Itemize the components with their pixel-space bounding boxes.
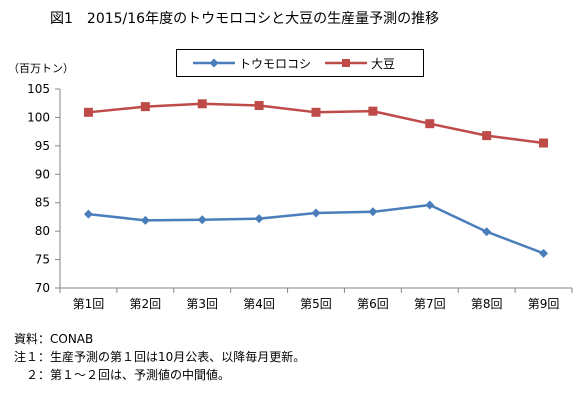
x-tick-label: 第5回	[300, 297, 332, 311]
data-point-corn	[254, 214, 264, 224]
source-note: 資料：CONAB	[14, 332, 94, 346]
y-tick-label: 105	[27, 82, 50, 96]
x-tick-label: 第2回	[130, 297, 162, 311]
chart-notes: 資料：CONAB 注１：生産予測の第１回は10月公表、以降毎月更新。 ２：第１～…	[14, 330, 305, 384]
data-point-corn	[197, 215, 207, 225]
data-point-corn	[311, 208, 321, 218]
legend-label-soy: 大豆	[371, 56, 396, 71]
data-point-soy	[83, 107, 93, 117]
data-point-soy	[311, 107, 321, 117]
data-point-soy	[197, 99, 207, 109]
data-point-corn	[140, 215, 150, 225]
data-point-soy	[425, 119, 435, 129]
legend-item-soy: 大豆	[323, 54, 395, 72]
legend-item-corn: トウモロコシ	[191, 54, 311, 72]
soy-legend-marker-icon	[325, 59, 367, 67]
footnote-1: 注１：生産予測の第１回は10月公表、以降毎月更新。	[14, 350, 306, 364]
data-point-soy	[254, 100, 264, 110]
corn-legend-marker-icon	[193, 58, 235, 68]
y-tick-label: 70	[35, 281, 50, 295]
data-point-soy	[482, 131, 492, 141]
legend-label-corn: トウモロコシ	[239, 56, 312, 71]
data-point-soy	[539, 138, 549, 148]
data-point-corn	[368, 207, 378, 217]
chart-title: 図1 2015/16年度のトウモロコシと大豆の生産量予測の推移	[50, 11, 440, 27]
y-tick-label: 85	[35, 196, 50, 210]
chart-legend: トウモロコシ 大豆	[176, 49, 424, 77]
x-tick-label: 第4回	[243, 297, 275, 311]
data-point-corn	[83, 209, 93, 219]
y-tick-label: 75	[35, 253, 50, 267]
data-point-corn	[425, 200, 435, 210]
x-tick-label: 第1回	[73, 297, 105, 311]
data-point-corn	[539, 248, 549, 258]
x-tick-label: 第3回	[186, 297, 218, 311]
y-tick-label: 90	[35, 167, 50, 181]
y-tick-label: 80	[35, 224, 50, 238]
y-tick-label: 95	[35, 139, 50, 153]
data-point-soy	[140, 102, 150, 112]
y-axis-unit-label: （百万トン）	[8, 62, 74, 75]
x-tick-label: 第7回	[414, 297, 446, 311]
x-tick-label: 第9回	[528, 297, 560, 311]
data-point-soy	[368, 106, 378, 116]
data-point-corn	[482, 227, 492, 237]
y-tick-label: 100	[27, 110, 50, 124]
x-tick-label: 第8回	[471, 297, 503, 311]
x-tick-label: 第6回	[357, 297, 389, 311]
footnote-2: ２：第１～２回は、予測値の中間値。	[14, 368, 231, 382]
